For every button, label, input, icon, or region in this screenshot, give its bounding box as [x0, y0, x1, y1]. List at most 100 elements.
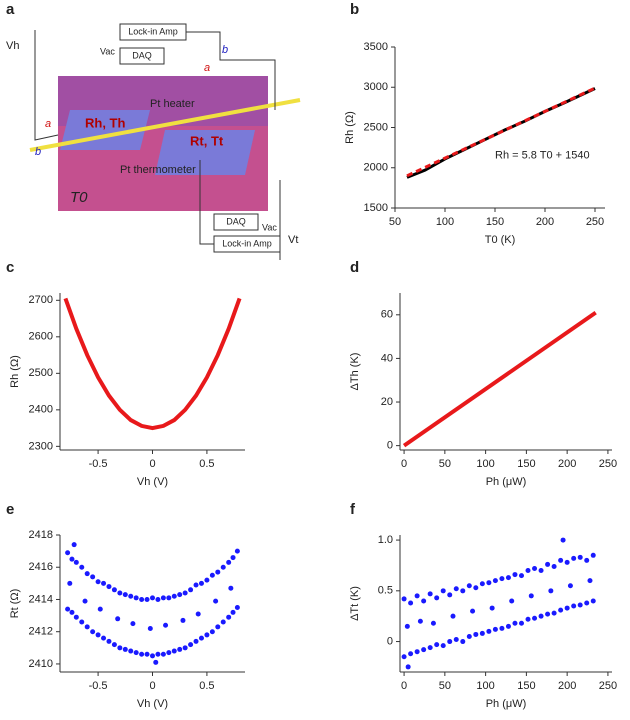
point [182, 645, 188, 651]
y-tick-label: 2000 [364, 162, 388, 174]
point [195, 611, 201, 617]
point [447, 639, 453, 645]
y-tick-label: 0 [387, 440, 393, 452]
point [525, 568, 531, 574]
point [417, 618, 423, 624]
label: Lock-in Amp [222, 238, 272, 248]
point [171, 593, 177, 599]
point [453, 586, 459, 592]
point [492, 626, 498, 632]
point [226, 559, 232, 565]
x-tick-label: -0.5 [89, 680, 108, 692]
point [473, 585, 479, 591]
point [571, 603, 577, 609]
point [479, 581, 485, 587]
point [486, 628, 492, 634]
point [473, 631, 479, 637]
label: Vac [100, 46, 115, 56]
panel-label: a [6, 1, 15, 18]
point [509, 598, 515, 604]
label: Pt heater [150, 98, 195, 110]
x-tick-label: 50 [439, 458, 451, 470]
point [470, 608, 476, 614]
x-tick-label: 200 [558, 458, 576, 470]
x-axis-label: Ph (μW) [486, 476, 527, 488]
y-tick-label: 1500 [364, 202, 388, 214]
point [101, 635, 107, 641]
point [532, 615, 538, 621]
label: Vh [6, 40, 19, 52]
point [558, 557, 564, 563]
annotation: Rh = 5.8 T0 + 1540 [495, 150, 590, 162]
point [90, 629, 96, 635]
point [499, 576, 505, 582]
point [512, 572, 518, 578]
point [545, 561, 551, 567]
point [160, 595, 166, 601]
point [571, 555, 577, 561]
point [166, 595, 172, 601]
point [150, 653, 155, 659]
point [97, 606, 103, 612]
x-axis-label: Vh (V) [137, 698, 168, 710]
point [401, 596, 407, 602]
chart: f 0 50 100 150 200 250 0 0.5 1.0 Ph (μW) ΔTt (K) [349, 501, 617, 710]
y-tick-label: 2416 [29, 561, 53, 573]
point [440, 643, 446, 649]
label: DAQ [132, 50, 152, 60]
point [584, 557, 590, 563]
point [564, 559, 570, 565]
point [213, 598, 219, 604]
point [453, 637, 459, 643]
point [160, 651, 166, 657]
point [486, 580, 492, 586]
point [144, 651, 150, 657]
panel-label: e [6, 501, 14, 518]
point [82, 598, 88, 604]
point [139, 596, 145, 602]
point [79, 619, 85, 625]
point [79, 564, 85, 570]
point [193, 638, 199, 644]
point [548, 588, 554, 594]
point [198, 580, 204, 586]
point [67, 580, 73, 586]
point [69, 556, 75, 562]
point [84, 624, 90, 630]
label: Lock-in Amp [128, 26, 178, 36]
point [188, 642, 194, 648]
point [204, 577, 210, 583]
x-tick-label: 0.5 [199, 680, 214, 692]
point [590, 552, 596, 558]
point [528, 593, 534, 599]
point [188, 587, 194, 593]
point [492, 578, 498, 584]
x-axis-label: Vh (V) [137, 476, 168, 488]
point [180, 617, 186, 623]
point [198, 635, 204, 641]
y-tick-label: 20 [381, 396, 393, 408]
point [228, 585, 234, 591]
point [551, 610, 557, 616]
y-tick-label: 40 [381, 352, 393, 364]
point [538, 613, 544, 619]
point [447, 592, 453, 598]
point [234, 548, 240, 554]
chart: b 50 100 150 200 250 1500 2000 2500 3000 3500 T0 (K… [344, 1, 605, 246]
line [406, 86, 596, 178]
point [130, 621, 136, 627]
x-tick-label: 150 [517, 458, 535, 470]
label: Vt [288, 234, 298, 246]
y-axis-label: Rh (Ω) [344, 111, 356, 144]
point [460, 639, 466, 645]
point [404, 623, 410, 629]
point [155, 596, 161, 602]
point [106, 638, 112, 644]
point [505, 575, 511, 581]
point [430, 620, 436, 626]
x-tick-label: 250 [599, 458, 617, 470]
point [450, 613, 456, 619]
point [564, 605, 570, 611]
y-axis-label: ΔTt (K) [349, 586, 361, 621]
chart: c -0.5 0 0.5 2300 2400 2500 2600 2700 Vh (V) Rh (Ω… [6, 259, 245, 488]
